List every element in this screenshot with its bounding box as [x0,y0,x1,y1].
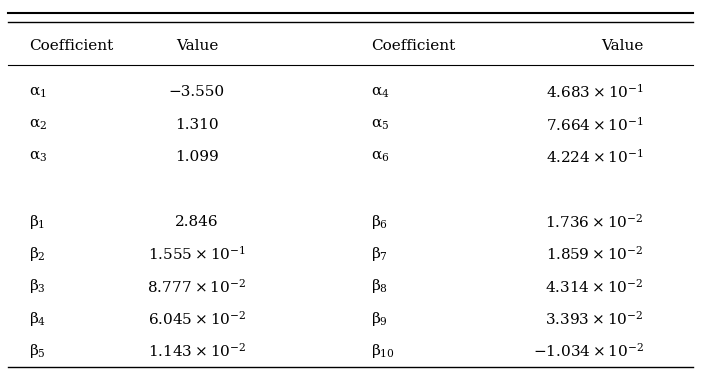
Text: $\mathrm{\beta}_3$: $\mathrm{\beta}_3$ [29,277,46,295]
Text: $\mathrm{\alpha}_1$: $\mathrm{\alpha}_1$ [29,85,47,100]
Text: $\mathrm{1.555\times10}^{-1}$: $\mathrm{1.555\times10}^{-1}$ [148,245,246,263]
Text: $\mathrm{\beta}_6$: $\mathrm{\beta}_6$ [372,212,388,230]
Text: $\mathrm{8.777\times10}^{-2}$: $\mathrm{8.777\times10}^{-2}$ [147,277,246,295]
Text: $\mathrm{\alpha}_2$: $\mathrm{\alpha}_2$ [29,117,48,132]
Text: $\mathrm{7.664\times10}^{-1}$: $\mathrm{7.664\times10}^{-1}$ [546,115,644,133]
Text: Value: Value [176,39,218,53]
Text: $\mathrm{\beta}_9$: $\mathrm{\beta}_9$ [372,309,388,327]
Text: $\mathrm{1.859\times10}^{-2}$: $\mathrm{1.859\times10}^{-2}$ [546,245,644,263]
Text: $\mathrm{\beta}_1$: $\mathrm{\beta}_1$ [29,212,46,230]
Text: $\mathrm{3.393\times10}^{-2}$: $\mathrm{3.393\times10}^{-2}$ [545,310,644,327]
Text: $\mathrm{\alpha}_3$: $\mathrm{\alpha}_3$ [29,149,48,164]
Text: Coefficient: Coefficient [29,39,114,53]
Text: $\mathrm{\beta}_4$: $\mathrm{\beta}_4$ [29,309,46,327]
Text: $\mathrm{\beta}_7$: $\mathrm{\beta}_7$ [372,245,388,263]
Text: $\mathrm{\alpha}_4$: $\mathrm{\alpha}_4$ [372,85,390,100]
Text: 2.846: 2.846 [175,215,219,229]
Text: 1.310: 1.310 [175,118,219,132]
Text: $\mathrm{4.683\times10}^{-1}$: $\mathrm{4.683\times10}^{-1}$ [545,83,644,101]
Text: $\mathrm{\alpha}_6$: $\mathrm{\alpha}_6$ [372,149,390,164]
Text: $\mathrm{\beta}_2$: $\mathrm{\beta}_2$ [29,245,46,263]
Text: $\mathrm{1.143\times10}^{-2}$: $\mathrm{1.143\times10}^{-2}$ [148,342,246,360]
Text: $\mathrm{1.736\times10}^{-2}$: $\mathrm{1.736\times10}^{-2}$ [545,213,644,230]
Text: $\mathrm{\beta}_{10}$: $\mathrm{\beta}_{10}$ [372,342,395,360]
Text: $\mathrm{\alpha}_5$: $\mathrm{\alpha}_5$ [372,117,390,132]
Text: Value: Value [601,39,644,53]
Text: −3.550: −3.550 [169,85,225,99]
Text: $\mathrm{\beta}_8$: $\mathrm{\beta}_8$ [372,277,388,295]
Text: $\mathrm{\beta}_5$: $\mathrm{\beta}_5$ [29,342,46,360]
Text: 1.099: 1.099 [175,150,219,164]
Text: $\mathrm{-1.034\times10}^{-2}$: $\mathrm{-1.034\times10}^{-2}$ [533,342,644,360]
Text: Coefficient: Coefficient [372,39,456,53]
Text: $\mathrm{4.224\times10}^{-1}$: $\mathrm{4.224\times10}^{-1}$ [546,148,644,166]
Text: $\mathrm{4.314\times10}^{-2}$: $\mathrm{4.314\times10}^{-2}$ [545,277,644,295]
Text: $\mathrm{6.045\times10}^{-2}$: $\mathrm{6.045\times10}^{-2}$ [148,310,246,327]
